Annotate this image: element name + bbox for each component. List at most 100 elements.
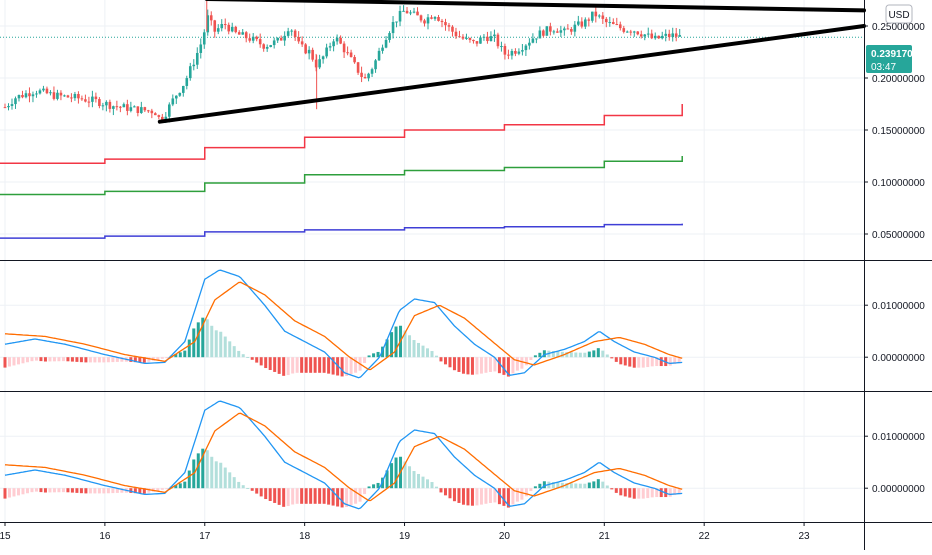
- candle-body[interactable]: [283, 35, 286, 41]
- candle-body[interactable]: [650, 33, 654, 39]
- candle-body[interactable]: [290, 30, 293, 32]
- candle-body[interactable]: [468, 38, 472, 40]
- candle-body[interactable]: [147, 110, 150, 112]
- candle-body[interactable]: [328, 46, 332, 48]
- candle-body[interactable]: [489, 36, 493, 42]
- trendlines[interactable]: [157, 0, 866, 124]
- candle-body[interactable]: [73, 93, 77, 99]
- candle-body[interactable]: [608, 22, 612, 24]
- candle-body[interactable]: [241, 32, 245, 35]
- candle-body[interactable]: [426, 17, 430, 24]
- candle-body[interactable]: [353, 57, 356, 63]
- candle-body[interactable]: [311, 49, 314, 60]
- candle-body[interactable]: [129, 107, 133, 111]
- candle-body[interactable]: [367, 73, 370, 79]
- candle-body[interactable]: [157, 115, 161, 117]
- candle-body[interactable]: [402, 10, 405, 12]
- candle-body[interactable]: [496, 34, 500, 47]
- candle-body[interactable]: [150, 110, 154, 114]
- candle-body[interactable]: [206, 15, 210, 33]
- candle-body[interactable]: [381, 47, 384, 51]
- candle-body[interactable]: [660, 35, 664, 39]
- candle-body[interactable]: [112, 106, 115, 109]
- candle-body[interactable]: [80, 98, 84, 100]
- candle-body[interactable]: [304, 44, 307, 54]
- candle-body[interactable]: [384, 39, 388, 48]
- time-axis[interactable]: 15 16 17 18 19 20 21 22 23: [0, 522, 810, 542]
- candle-body[interactable]: [70, 97, 73, 99]
- candle-body[interactable]: [49, 92, 52, 94]
- candle-body[interactable]: [174, 95, 178, 99]
- candle-body[interactable]: [140, 107, 143, 113]
- candle-body[interactable]: [514, 50, 517, 54]
- trendline-2[interactable]: [157, 24, 866, 124]
- candle-body[interactable]: [293, 30, 297, 38]
- candle-body[interactable]: [181, 85, 185, 93]
- candle-body[interactable]: [108, 101, 112, 109]
- candle-body[interactable]: [227, 24, 231, 32]
- candle-body[interactable]: [444, 22, 447, 26]
- candle-body[interactable]: [409, 12, 412, 14]
- candle-body[interactable]: [601, 15, 605, 19]
- candle-body[interactable]: [286, 31, 290, 36]
- candle-body[interactable]: [416, 11, 419, 16]
- candle-body[interactable]: [164, 116, 168, 121]
- candle-body[interactable]: [342, 43, 346, 53]
- candle-body[interactable]: [625, 31, 629, 33]
- candle-body[interactable]: [325, 47, 328, 57]
- candle-body[interactable]: [101, 105, 105, 107]
- candle-body[interactable]: [580, 21, 584, 27]
- candle-body[interactable]: [332, 41, 335, 47]
- candle-body[interactable]: [563, 28, 566, 31]
- trendline-1[interactable]: [205, 0, 866, 13]
- candle-body[interactable]: [161, 116, 164, 121]
- candle-body[interactable]: [377, 50, 381, 61]
- candle-body[interactable]: [454, 31, 458, 37]
- candle-body[interactable]: [472, 39, 475, 42]
- candle-body[interactable]: [223, 24, 227, 26]
- candle-body[interactable]: [66, 95, 70, 98]
- candle-body[interactable]: [84, 99, 87, 102]
- candle-body[interactable]: [21, 94, 24, 98]
- candle-body[interactable]: [269, 45, 272, 47]
- candle-body[interactable]: [209, 15, 213, 21]
- candle-body[interactable]: [258, 39, 262, 45]
- candle-body[interactable]: [479, 37, 482, 44]
- candle-body[interactable]: [507, 54, 510, 56]
- candle-body[interactable]: [195, 52, 199, 65]
- candle-body[interactable]: [570, 29, 573, 32]
- candle-body[interactable]: [360, 72, 363, 77]
- candle-body[interactable]: [349, 52, 353, 58]
- candle-body[interactable]: [664, 33, 668, 36]
- candle-body[interactable]: [493, 34, 496, 37]
- candle-body[interactable]: [405, 10, 409, 14]
- candle-body[interactable]: [234, 26, 238, 33]
- candle-body[interactable]: [521, 50, 524, 52]
- candle-body[interactable]: [63, 95, 66, 97]
- candle-body[interactable]: [126, 104, 129, 111]
- candle-body[interactable]: [87, 101, 91, 103]
- candle-body[interactable]: [629, 31, 633, 33]
- candle-body[interactable]: [279, 37, 283, 41]
- candle-body[interactable]: [14, 98, 17, 105]
- candle-body[interactable]: [251, 36, 255, 41]
- signal-line[interactable]: [4, 412, 683, 502]
- candle-body[interactable]: [98, 99, 101, 107]
- candle-body[interactable]: [265, 46, 269, 49]
- candle-body[interactable]: [188, 66, 192, 79]
- candle-body[interactable]: [482, 36, 486, 38]
- candle-body[interactable]: [451, 26, 454, 32]
- candle-body[interactable]: [671, 33, 675, 38]
- candle-body[interactable]: [276, 37, 279, 41]
- candle-body[interactable]: [646, 33, 650, 35]
- candle-body[interactable]: [587, 19, 591, 21]
- candle-body[interactable]: [632, 31, 636, 33]
- candle-body[interactable]: [573, 24, 577, 32]
- candle-body[interactable]: [356, 62, 360, 73]
- candle-body[interactable]: [556, 31, 559, 33]
- candle-body[interactable]: [475, 41, 479, 44]
- candle-body[interactable]: [622, 28, 626, 32]
- candle-body[interactable]: [321, 56, 325, 60]
